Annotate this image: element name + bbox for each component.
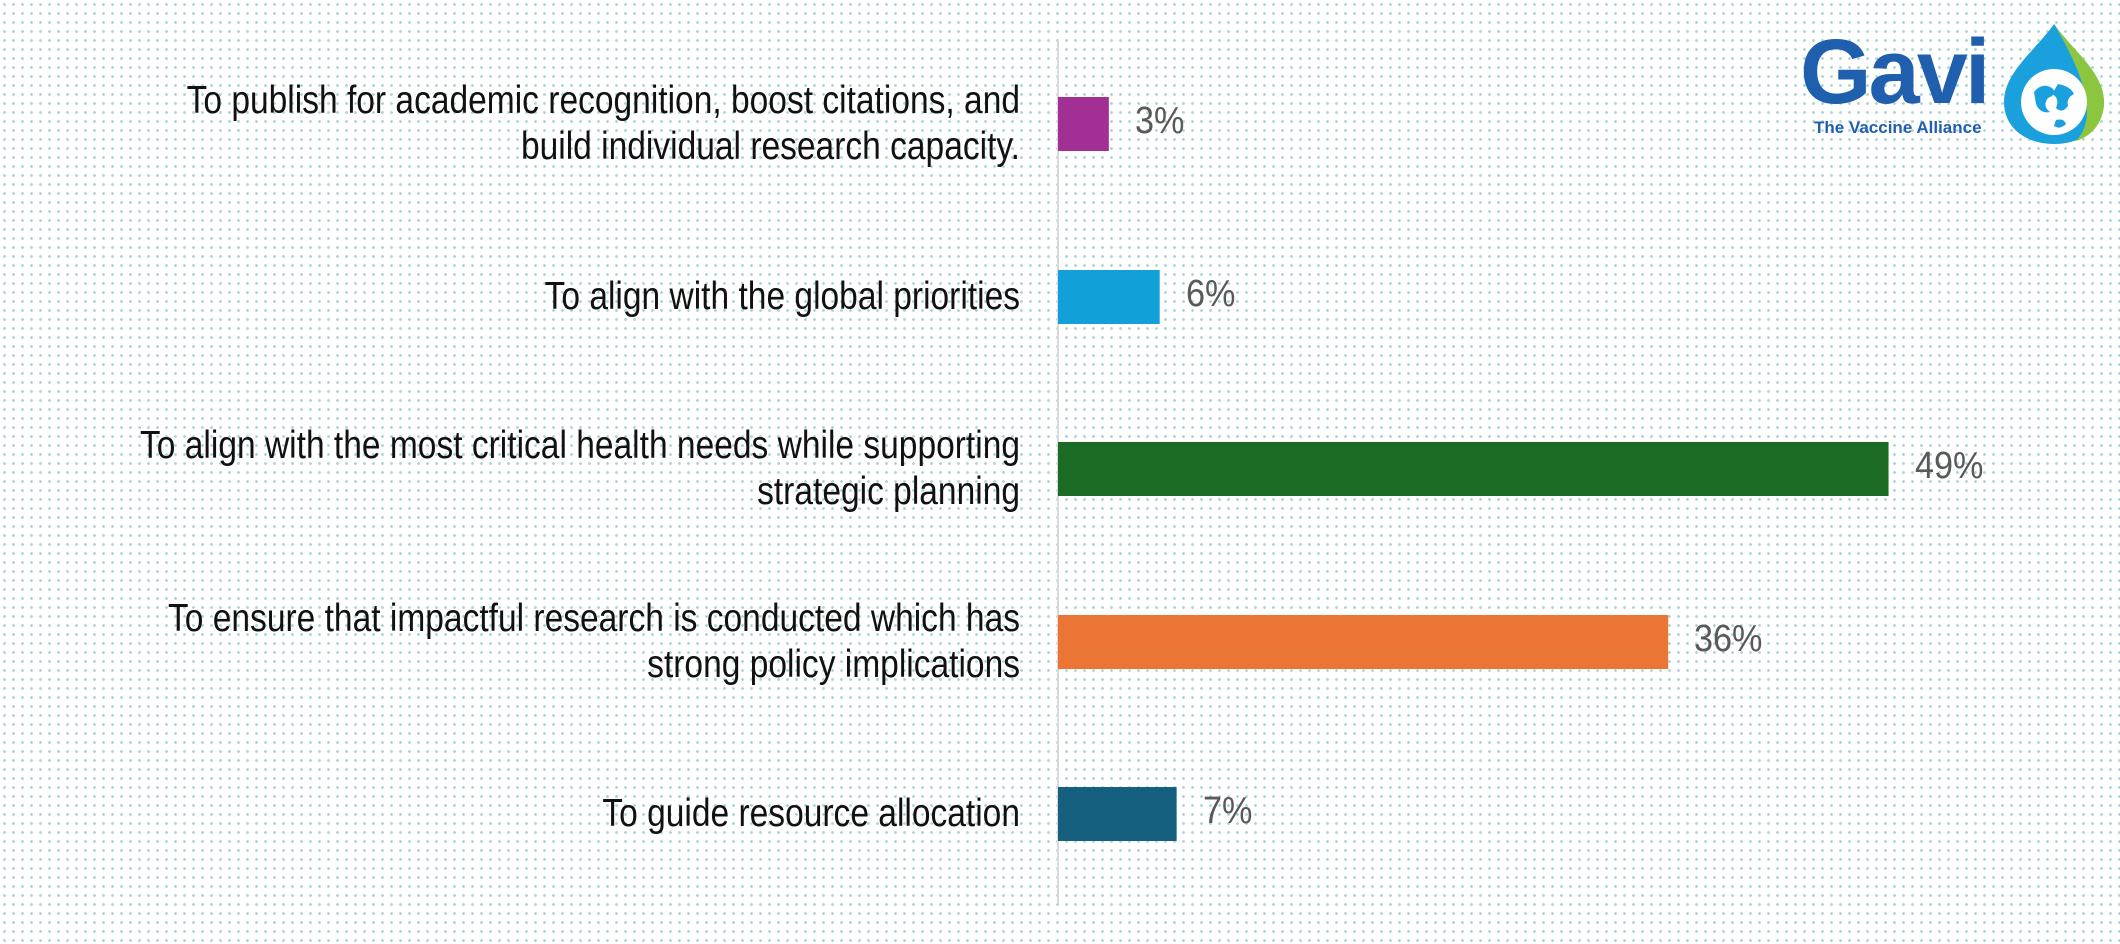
bar-4 [1058,615,1669,669]
category-label-line: build individual research capacity. [520,125,1020,168]
bar-2 [1058,270,1160,324]
category-label-4: To ensure that impactful research is con… [126,596,1020,688]
category-label-2: To align with the global priorities [126,274,1020,320]
logo-tagline: The Vaccine Alliance [1814,118,1982,137]
category-label-line: To align with the most critical health n… [140,424,1020,467]
gavi-logo: Gavi The Vaccine Alliance [1800,22,2112,152]
bar-1 [1058,97,1109,151]
value-label-4: 36% [1694,618,1763,660]
bar-3 [1058,442,1889,496]
category-label-line: To guide resource allocation [602,792,1020,835]
value-label-1: 3% [1134,100,1185,142]
value-label-3: 49% [1914,445,1984,487]
category-label-line: To publish for academic recognition, boo… [186,79,1021,122]
category-label-3: To align with the most critical health n… [126,423,1020,515]
category-label-line: To ensure that impactful research is con… [167,597,1020,640]
globe-drop-icon [2004,24,2104,144]
category-label-line: strong policy implications [647,643,1020,686]
category-label-line: strategic planning [757,470,1020,513]
category-label-line: To align with the global priorities [544,275,1020,318]
category-label-5: To guide resource allocation [126,791,1020,837]
logo-wordmark: Gavi [1800,21,1990,123]
bar-5 [1058,787,1177,841]
value-label-2: 6% [1185,273,1236,315]
category-label-1: To publish for academic recognition, boo… [126,78,1020,170]
value-label-5: 7% [1202,790,1253,832]
